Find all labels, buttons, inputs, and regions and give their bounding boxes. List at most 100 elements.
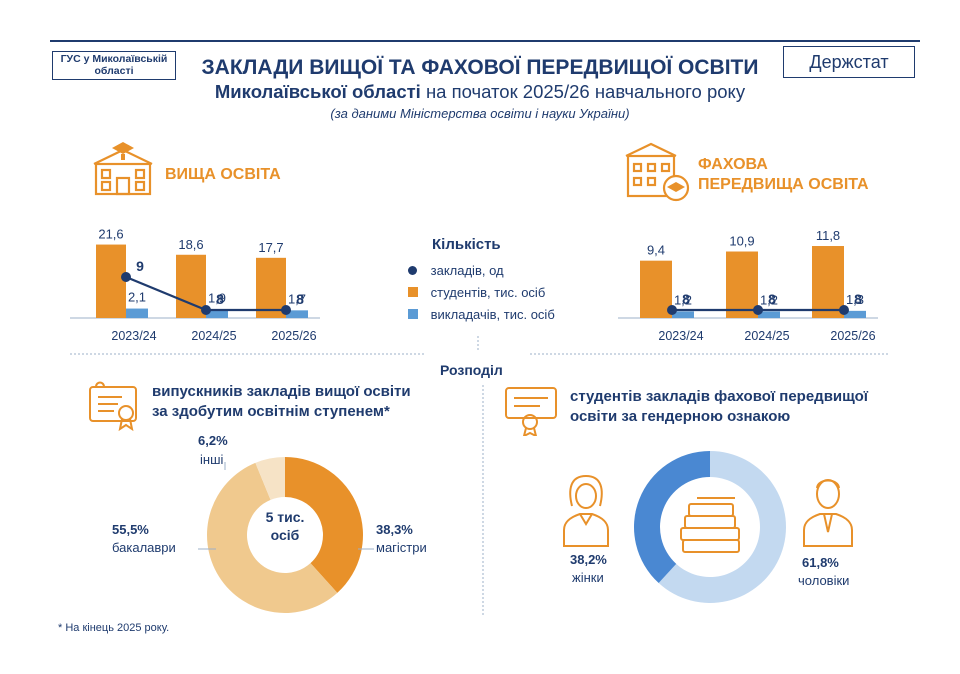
label-institutions: 8 — [682, 291, 690, 307]
label-teachers: 1,2 — [760, 292, 778, 307]
point-institutions — [201, 305, 211, 315]
label-teachers: 1,2 — [674, 292, 692, 307]
legend-teachers: викладачів, тис. осіб — [408, 307, 555, 322]
bar-students — [256, 257, 286, 318]
tick-label: 2023/24 — [658, 329, 703, 343]
slice-other — [255, 457, 285, 500]
legend-title: Кількість — [432, 236, 501, 253]
data-source-note: (за даними Міністерства освіти і науки У… — [330, 106, 630, 121]
women-label: жінки — [572, 570, 604, 585]
label-students: 9,4 — [647, 243, 665, 258]
label-institutions: 8 — [768, 291, 776, 307]
label-institutions: 9 — [136, 258, 144, 274]
label-teachers: 1,3 — [846, 292, 864, 307]
label-institutions: 8 — [216, 291, 224, 307]
students-gender-line1: студентів закладів фахової передвищої — [570, 388, 868, 405]
section-higher-title: ВИЩА ОСВІТА — [165, 166, 281, 183]
bar-teachers — [126, 308, 148, 318]
students-gender-line2: освіти за гендерною ознакою — [570, 408, 791, 425]
bar-teachers — [672, 311, 694, 318]
slice-masters — [285, 457, 364, 593]
bar-teachers — [758, 311, 780, 318]
bar-teachers — [844, 310, 866, 318]
tick-label: 2025/26 — [830, 329, 875, 343]
university-icon — [93, 142, 153, 196]
donut-center-line1: 5 тис. — [265, 509, 305, 525]
agency-badge: Держстат — [783, 46, 915, 78]
distribution-title: Розподіл — [440, 362, 503, 378]
bar-students — [96, 244, 126, 318]
point-institutions — [281, 305, 291, 315]
bar-students — [640, 260, 672, 318]
slice-men — [658, 451, 786, 603]
students-gender-heading: студентів закладів фахової передвищої ос… — [570, 387, 868, 427]
page-title: ЗАКЛАДИ ВИЩОЇ ТА ФАХОВОЇ ПЕРЕДВИЩОЇ ОСВІ… — [201, 56, 759, 79]
bar-teachers — [206, 309, 228, 318]
graduates-donut-chart — [207, 457, 364, 613]
tick-label: 2025/26 — [271, 329, 316, 343]
source-badge: ГУС у Миколаївській області — [52, 51, 176, 80]
legend-square-orange — [408, 287, 418, 297]
slice-label-other-name: інші — [200, 452, 224, 467]
slice-label-masters-name: магістри — [376, 540, 427, 555]
women-value: 38,2% — [570, 552, 607, 567]
man-icon — [803, 479, 853, 547]
donut-center-label: 5 тис. осіб — [246, 508, 324, 544]
label-institutions: 8 — [296, 291, 304, 307]
slice-label-bachelors-value: 55,5% — [112, 522, 149, 537]
point-institutions — [839, 305, 849, 315]
graduates-heading-line1: випускників закладів вищої освіти — [152, 383, 411, 400]
label-students: 17,7 — [258, 240, 283, 255]
label-teachers: 1,7 — [288, 291, 306, 306]
legend-institutions-label: закладів, од — [430, 263, 504, 278]
top-rule — [50, 40, 920, 42]
section-professional-line1: ФАХОВА — [698, 156, 768, 173]
legend-dot-navy — [408, 266, 417, 275]
slice-women — [634, 451, 710, 584]
label-teachers: 2,1 — [128, 290, 146, 305]
slice-label-masters-value: 38,3% — [376, 522, 413, 537]
label-students: 18,6 — [178, 237, 203, 252]
point-institutions — [753, 305, 763, 315]
college-icon — [625, 142, 690, 202]
tick-label: 2024/25 — [744, 329, 789, 343]
professional-education-chart: 9,4 1,2 2023/24 10,9 1,2 2024/25 11,8 1,3 2025/2… — [618, 228, 878, 343]
footnote: * На кінець 2025 року. — [58, 622, 170, 634]
legend-teachers-label: викладачів, тис. осіб — [430, 307, 555, 322]
bar-teachers — [286, 310, 308, 318]
section-professional-line2: ПЕРЕДВИЩА ОСВІТА — [698, 176, 869, 193]
graduates-heading: випускників закладів вищої освіти за здо… — [152, 382, 411, 422]
label-students: 21,6 — [98, 227, 123, 242]
donut-center-line2: осіб — [270, 527, 300, 543]
slice-bachelors — [207, 462, 338, 613]
bar-students — [726, 251, 758, 318]
graduates-heading-line2: за здобутим освітнім ступенем* — [152, 403, 390, 420]
section-professional-title: ФАХОВА ПЕРЕДВИЩА ОСВІТА — [698, 155, 869, 195]
woman-icon — [563, 474, 609, 547]
slice-label-other-value: 6,2% — [198, 433, 228, 448]
books-icon — [680, 497, 740, 553]
legend-square-blue — [408, 309, 418, 319]
men-value: 61,8% — [802, 555, 839, 570]
diploma-icon — [89, 381, 137, 432]
point-institutions — [121, 272, 131, 282]
subtitle-rest: на початок 2025/26 навчального року — [420, 81, 746, 102]
men-label: чоловіки — [798, 573, 850, 588]
legend-students-label: студентів, тис. осіб — [430, 285, 546, 300]
gender-donut-chart — [634, 451, 786, 603]
certificate-icon — [505, 387, 557, 436]
label-teachers: 1,9 — [208, 290, 226, 305]
bar-students — [812, 246, 844, 318]
legend-students: студентів, тис. осіб — [408, 285, 545, 300]
slice-label-bachelors-name: бакалаври — [112, 540, 176, 555]
legend-institutions: закладів, од — [408, 263, 504, 278]
tick-label: 2024/25 — [191, 329, 236, 343]
label-students: 10,9 — [729, 234, 754, 249]
higher-education-chart: 21,6 2,1 2023/24 18,6 1,9 2024/25 17,7 1,7 2025/… — [70, 227, 320, 343]
point-institutions — [667, 305, 677, 315]
region-name: Миколаївської області — [214, 81, 421, 102]
label-institutions: 8 — [854, 291, 862, 307]
tick-label: 2023/24 — [111, 329, 156, 343]
